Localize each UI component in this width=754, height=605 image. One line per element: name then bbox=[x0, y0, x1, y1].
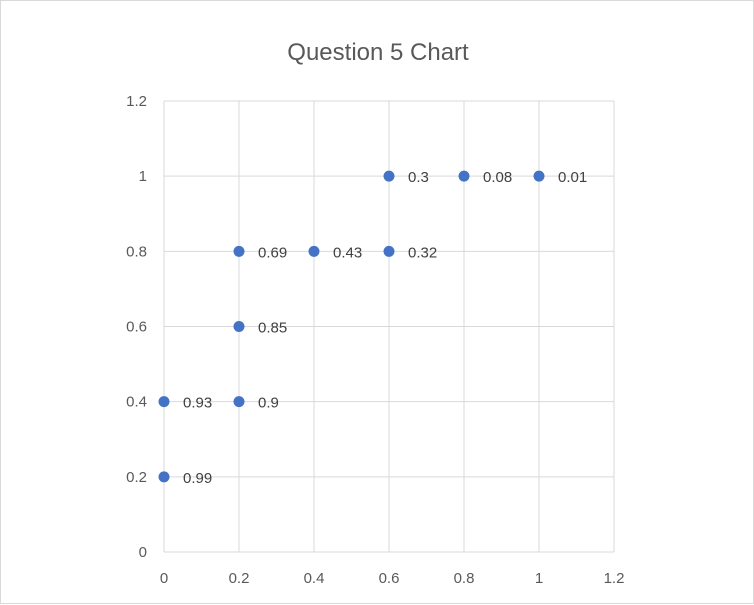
data-label: 0.9 bbox=[258, 395, 279, 412]
data-point bbox=[233, 245, 245, 257]
data-points bbox=[158, 170, 545, 483]
tick-labels: 0 0.2 0.4 0.6 0.8 1 1.2 0 0.2 0.4 0.6 0.8 1 1.2 bbox=[126, 93, 624, 587]
x-tick-label: 1.2 bbox=[604, 570, 625, 587]
chart-title: Question 5 Chart bbox=[287, 39, 469, 66]
y-tick-label: 0.6 bbox=[126, 319, 147, 336]
data-point bbox=[233, 321, 245, 332]
data-point bbox=[308, 245, 320, 257]
x-tick-label: 0.2 bbox=[229, 570, 250, 587]
y-tick-label: 0.4 bbox=[126, 394, 147, 411]
y-tick-label: 0 bbox=[139, 544, 147, 561]
data-label: 0.3 bbox=[408, 169, 429, 186]
data-point bbox=[383, 245, 395, 257]
data-label: 0.08 bbox=[483, 169, 512, 186]
data-labels: 0.99 0.93 0.9 0.85 0.69 0.43 0.32 0.3 0.08 0.01 bbox=[183, 169, 587, 487]
data-label: 0.43 bbox=[333, 244, 362, 261]
x-tick-label: 0.4 bbox=[304, 570, 325, 587]
data-label: 0.85 bbox=[258, 320, 287, 337]
data-label: 0.01 bbox=[558, 169, 587, 186]
x-tick-label: 1 bbox=[535, 570, 543, 587]
data-label: 0.99 bbox=[183, 470, 212, 487]
data-point bbox=[233, 396, 245, 408]
data-point bbox=[158, 471, 170, 483]
x-tick-label: 0 bbox=[160, 570, 168, 587]
y-tick-label: 0.2 bbox=[126, 469, 147, 486]
data-point bbox=[458, 170, 470, 182]
data-point bbox=[383, 170, 395, 182]
y-tick-label: 0.8 bbox=[126, 243, 147, 260]
data-point bbox=[158, 396, 170, 408]
y-tick-label: 1 bbox=[139, 168, 147, 185]
data-label: 0.32 bbox=[408, 244, 437, 261]
y-tick-label: 1.2 bbox=[126, 93, 147, 110]
x-tick-label: 0.6 bbox=[379, 570, 400, 587]
data-label: 0.69 bbox=[258, 244, 287, 261]
data-point bbox=[533, 170, 545, 182]
grid-lines bbox=[164, 100, 615, 552]
x-tick-label: 0.8 bbox=[454, 570, 475, 587]
data-label: 0.93 bbox=[183, 395, 212, 412]
